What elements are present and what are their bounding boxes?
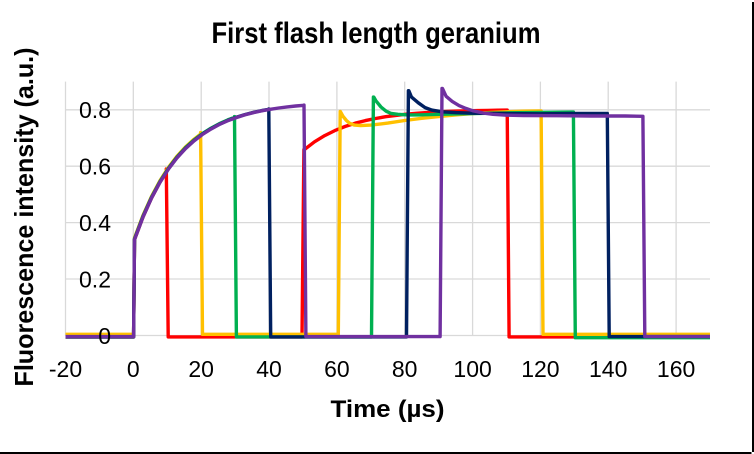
svg-text:20: 20 (188, 356, 214, 382)
svg-text:40: 40 (256, 356, 282, 382)
svg-text:140: 140 (589, 356, 627, 382)
svg-text:60: 60 (324, 356, 350, 382)
svg-text:80: 80 (392, 356, 418, 382)
svg-text:0.6: 0.6 (79, 154, 111, 180)
svg-text:-20: -20 (49, 356, 82, 382)
svg-text:First flash length geranium: First flash length geranium (212, 17, 541, 50)
svg-text:Time (µs): Time (µs) (331, 396, 445, 423)
svg-text:120: 120 (521, 356, 559, 382)
svg-text:Fluorescence intensity (a.u.): Fluorescence intensity (a.u.) (9, 48, 39, 387)
svg-text:0: 0 (127, 356, 140, 382)
svg-text:100: 100 (453, 356, 491, 382)
svg-text:0.4: 0.4 (79, 210, 111, 236)
svg-text:160: 160 (657, 356, 695, 382)
svg-text:0.2: 0.2 (79, 266, 111, 292)
svg-text:0: 0 (98, 323, 111, 349)
svg-text:0.8: 0.8 (79, 97, 111, 123)
